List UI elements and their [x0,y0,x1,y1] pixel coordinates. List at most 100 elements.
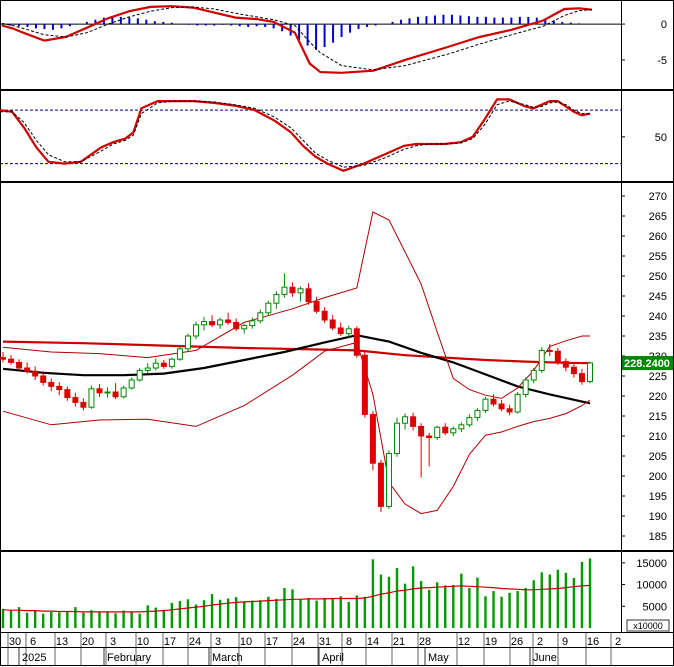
volume-bar [283,588,286,628]
candle-body [410,416,417,427]
volume-bar [202,600,206,628]
candle-body [176,348,183,360]
volume-ytick-label: 10000 [636,580,667,592]
volume-bar [74,607,77,628]
candle-body [498,403,505,410]
price-ytick-label: 200 [649,471,667,483]
volume-bar [452,584,455,628]
volume-bar [564,572,568,628]
volume-units-box [626,619,670,632]
date-tick-label: 3 [110,636,116,648]
volume-bar [234,597,238,628]
candle-body [442,426,449,434]
price-ytick-label: 210 [649,431,667,443]
volume-bar [275,598,278,628]
month-label: March [212,652,243,664]
candle-body [402,416,409,424]
price-panel-frame [0,182,674,551]
candle-body [233,321,240,330]
volume-bar [371,559,375,628]
date-tick-label: 8 [346,636,352,648]
chart-marks [0,5,621,628]
volume-bar [9,610,13,628]
volume-bar [226,598,230,628]
candle-body [88,388,95,408]
candle-body [562,361,569,368]
volume-bar [66,611,69,628]
volume-bar [331,598,334,628]
candle-body [530,369,537,381]
date-tick-label: 20 [82,636,94,648]
macd-ytick-label: 0 [661,19,667,31]
candle-body [265,302,272,314]
volume-bar [146,605,149,628]
candle-body [418,425,425,437]
candle-body [490,398,497,405]
volume-bar [33,610,37,628]
candle-body [482,398,489,411]
price-ytick-label: 240 [649,311,667,323]
price-ytick-label: 260 [649,231,667,243]
volume-bar [154,607,157,628]
date-tick-label: 14 [367,636,379,648]
price-ytick-label: 250 [649,271,667,283]
date-tick-label: 16 [587,636,599,648]
month-label: 2025 [22,652,46,664]
date-tick-label: 17 [164,636,176,648]
volume-units-label: x10000 [633,621,663,631]
candle-body [249,320,256,327]
price-ytick-label: 190 [649,511,667,523]
candle-body [144,367,151,371]
price-ytick-label: 220 [649,391,667,403]
volume-bar [476,577,479,628]
candle-body [289,286,296,294]
volume-bar [194,604,198,628]
candle-body [506,408,513,413]
volume-bar [403,583,407,628]
date-tick-label: 10 [240,636,252,648]
macd-ytick-label: -5 [657,55,667,67]
last-price-label: 228.2400 [624,358,670,370]
candle-body [96,388,103,394]
candle-body [345,328,352,335]
volume-ytick-label: 5000 [643,601,667,613]
candle-body [578,373,585,383]
volume-bar [267,596,270,628]
volume-bar [186,599,190,628]
volume-bar [419,581,423,628]
volume-bar [532,580,535,628]
last-price-box [622,356,673,371]
candle-body [32,370,39,377]
price-ytick-label: 270 [649,191,667,203]
volume-bar [387,576,391,628]
volume-bar [58,612,61,628]
stochastic-line [0,98,591,172]
date-tick-label: 17 [266,636,278,648]
price-ytick-label: 215 [649,411,667,423]
candle-body [450,428,457,434]
volume-bar [90,610,93,628]
candle-body [369,413,376,464]
volume-bar [323,598,326,628]
candle-body [329,319,336,329]
date-tick-label: 2 [615,636,621,648]
volume-bar [588,558,592,628]
candle-body [160,362,167,367]
volume-bar [556,569,560,628]
volume-bar [98,611,101,628]
volume-bar [122,610,125,628]
candle-body [361,354,368,415]
volume-bar [524,588,527,628]
date-tick-label: 24 [293,636,305,648]
volume-panel-frame [0,551,674,633]
candle-body [217,319,224,326]
price-ytick-label: 255 [649,251,667,263]
candle-body [241,325,248,330]
volume-bar [243,601,246,628]
month-label: May [428,652,449,664]
macd-panel-frame [0,0,674,90]
candle-body [434,426,441,439]
volume-bar [50,611,53,628]
volume-bar [178,601,182,628]
